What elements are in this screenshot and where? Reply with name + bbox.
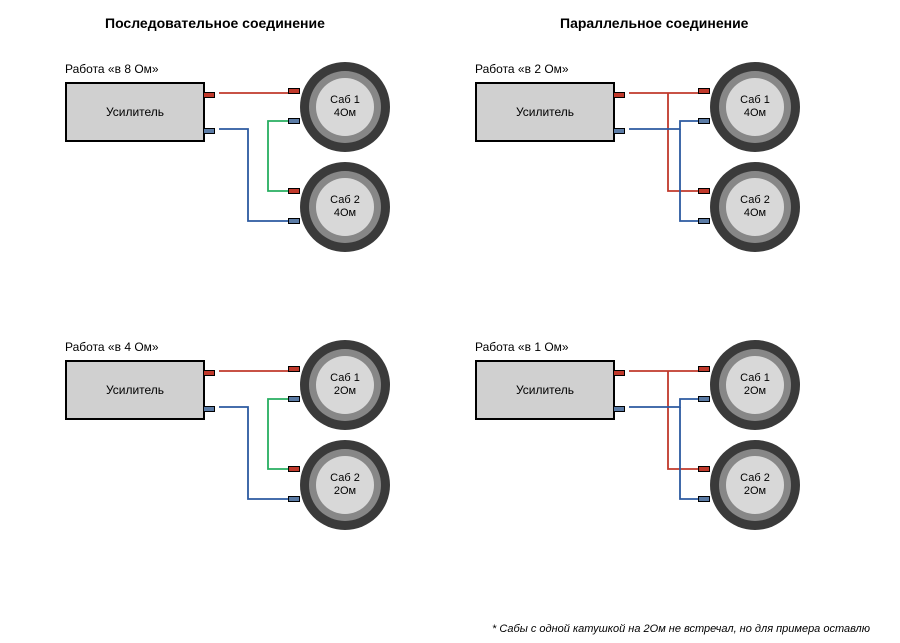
sub-ohm: 2Ом xyxy=(744,385,766,398)
amplifier-br: Усилитель xyxy=(475,360,615,420)
sub-name: Саб 2 xyxy=(330,472,360,485)
amp-term-neg-icon xyxy=(203,128,215,134)
label-work-8ohm: Работа «в 8 Ом» xyxy=(65,62,159,76)
speaker-cone-icon: Саб 2 2Ом xyxy=(726,456,784,514)
sub-term-pos-icon xyxy=(288,366,300,372)
sub-tr-1: Саб 1 4Ом xyxy=(710,62,800,152)
sub-term-pos-icon xyxy=(288,466,300,472)
amp-term-neg-icon xyxy=(613,128,625,134)
sub-term-neg-icon xyxy=(288,218,300,224)
amplifier-bl: Усилитель xyxy=(65,360,205,420)
sub-term-pos-icon xyxy=(698,88,710,94)
label-work-1ohm: Работа «в 1 Ом» xyxy=(475,340,569,354)
amp-label: Усилитель xyxy=(516,383,574,397)
sub-term-neg-icon xyxy=(288,496,300,502)
amp-label: Усилитель xyxy=(106,383,164,397)
sub-tl-2: Саб 2 4Ом xyxy=(300,162,390,252)
sub-name: Саб 1 xyxy=(330,372,360,385)
amp-term-pos-icon xyxy=(613,92,625,98)
wires-tr xyxy=(0,0,900,320)
sub-name: Саб 1 xyxy=(740,372,770,385)
sub-tl-1: Саб 1 4Ом xyxy=(300,62,390,152)
sub-term-neg-icon xyxy=(698,118,710,124)
wires-tl xyxy=(0,0,450,320)
sub-ohm: 4Ом xyxy=(744,107,766,120)
sub-term-pos-icon xyxy=(288,88,300,94)
speaker-cone-icon: Саб 2 2Ом xyxy=(316,456,374,514)
amp-term-neg-icon xyxy=(613,406,625,412)
sub-br-1: Саб 1 2Ом xyxy=(710,340,800,430)
amp-term-pos-icon xyxy=(203,370,215,376)
sub-ohm: 4Ом xyxy=(744,207,766,220)
amp-label: Усилитель xyxy=(516,105,574,119)
sub-term-neg-icon xyxy=(288,118,300,124)
sub-ohm: 2Ом xyxy=(334,485,356,498)
sub-term-neg-icon xyxy=(698,496,710,502)
sub-bl-2: Саб 2 2Ом xyxy=(300,440,390,530)
sub-term-neg-icon xyxy=(698,218,710,224)
sub-tr-2: Саб 2 4Ом xyxy=(710,162,800,252)
sub-term-pos-icon xyxy=(698,466,710,472)
sub-term-pos-icon xyxy=(288,188,300,194)
speaker-cone-icon: Саб 2 4Ом xyxy=(316,178,374,236)
sub-ohm: 4Ом xyxy=(334,207,356,220)
amp-term-pos-icon xyxy=(613,370,625,376)
label-work-4ohm: Работа «в 4 Ом» xyxy=(65,340,159,354)
speaker-cone-icon: Саб 1 2Ом xyxy=(726,356,784,414)
amplifier-tl: Усилитель xyxy=(65,82,205,142)
sub-name: Саб 1 xyxy=(330,94,360,107)
amp-term-pos-icon xyxy=(203,92,215,98)
sub-bl-1: Саб 1 2Ом xyxy=(300,340,390,430)
sub-ohm: 2Ом xyxy=(744,485,766,498)
speaker-cone-icon: Саб 1 4Ом xyxy=(316,78,374,136)
title-series: Последовательное соединение xyxy=(105,15,325,31)
sub-term-pos-icon xyxy=(698,366,710,372)
footnote: * Сабы с одной катушкой на 2Ом не встреч… xyxy=(492,623,870,635)
sub-ohm: 2Ом xyxy=(334,385,356,398)
sub-br-2: Саб 2 2Ом xyxy=(710,440,800,530)
sub-name: Саб 2 xyxy=(740,194,770,207)
sub-name: Саб 2 xyxy=(330,194,360,207)
sub-ohm: 4Ом xyxy=(334,107,356,120)
sub-term-neg-icon xyxy=(698,396,710,402)
sub-term-neg-icon xyxy=(288,396,300,402)
speaker-cone-icon: Саб 1 2Ом xyxy=(316,356,374,414)
title-parallel: Параллельное соединение xyxy=(560,15,748,31)
amp-label: Усилитель xyxy=(106,105,164,119)
sub-name: Саб 1 xyxy=(740,94,770,107)
sub-term-pos-icon xyxy=(698,188,710,194)
amplifier-tr: Усилитель xyxy=(475,82,615,142)
amp-term-neg-icon xyxy=(203,406,215,412)
sub-name: Саб 2 xyxy=(740,472,770,485)
speaker-cone-icon: Саб 2 4Ом xyxy=(726,178,784,236)
speaker-cone-icon: Саб 1 4Ом xyxy=(726,78,784,136)
label-work-2ohm: Работа «в 2 Ом» xyxy=(475,62,569,76)
